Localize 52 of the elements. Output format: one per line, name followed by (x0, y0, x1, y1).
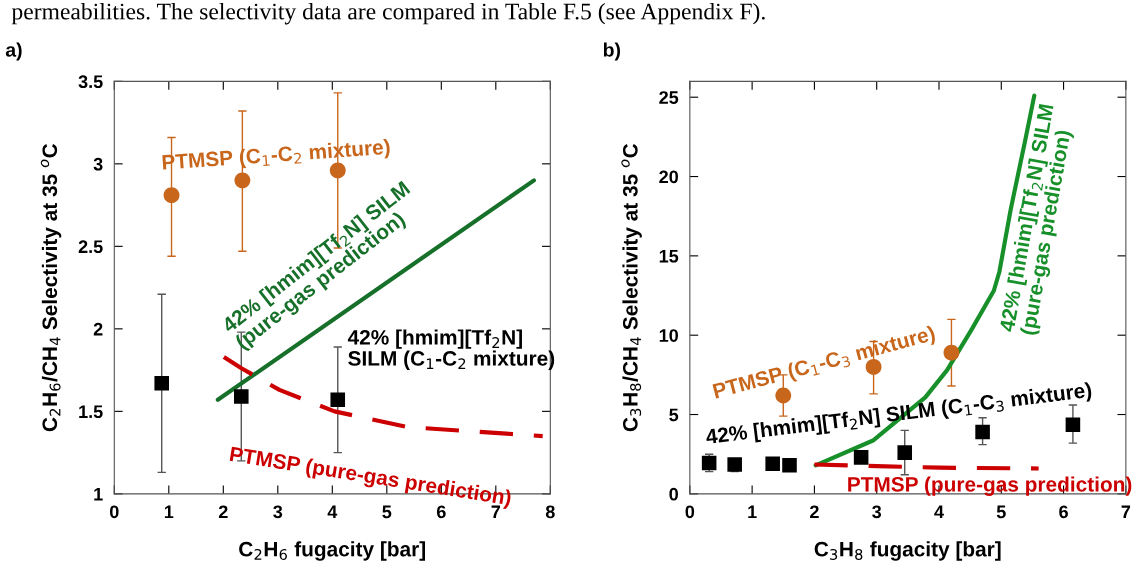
point (975, 424, 990, 440)
y-tick-label: 2 (93, 322, 103, 336)
text: C$_{2}$H$_{6}$/CH$_{4}$ Selectivity at 35 $^{o}$C (40, 143, 62, 432)
x-tick-label: 1 (748, 505, 757, 519)
point (782, 458, 797, 473)
point (897, 445, 913, 460)
point (163, 187, 180, 204)
series-label: PTMSP (pure-gas prediction) (848, 476, 1132, 496)
y-tick-label: 5 (669, 408, 679, 422)
y-tick-label: 0 (669, 487, 678, 501)
point (727, 457, 742, 472)
y-tick-label: 10 (659, 329, 678, 342)
x-tick-label: 3 (273, 505, 283, 519)
x-tick-label: 5 (996, 505, 1006, 519)
x-tick-label: 7 (1121, 505, 1131, 519)
x-tick-label: 3 (872, 505, 882, 519)
point (234, 172, 251, 189)
y-tick-label: 1.5 (79, 405, 103, 419)
x-tick-label: 5 (382, 505, 392, 519)
text: permeabilities. The selectivity data are compared in Table F.5 (see Appendix F). (11, 2, 765, 25)
point (234, 389, 249, 404)
x-tick-label: 0 (685, 505, 695, 519)
y-tick-label: 25 (659, 91, 679, 104)
y-tick-label: 2.5 (78, 240, 103, 254)
x-tick-label: 1 (164, 505, 174, 519)
x-tick-label: 4 (934, 505, 944, 519)
point (1065, 417, 1081, 433)
text: C$_{3}$H$_{8}$/CH$_{4}$ Selectivity at 35 $^{o}$C (621, 143, 642, 432)
point (943, 344, 960, 361)
y-tick-label: 1 (94, 487, 103, 501)
point (154, 376, 169, 391)
x-tick-label: 0 (109, 505, 119, 519)
text: 42% [hmim][Tf$_{2}$N] SILM (pure-gas prediction) (998, 103, 1075, 337)
point (865, 359, 882, 375)
x-tick-label: 2 (810, 505, 819, 519)
y-tick-label: 15 (659, 249, 679, 263)
point (329, 162, 346, 179)
y-tick-label: 20 (659, 170, 678, 184)
point (853, 450, 869, 465)
y-tick-label: 3 (93, 157, 103, 171)
x-tick-label: 6 (1059, 505, 1068, 519)
x-tick-label: 2 (218, 505, 228, 519)
y-tick-label: 3.5 (78, 75, 103, 89)
point (765, 456, 780, 471)
text: PTMSP (C$_{1}$-C$_{3}$ mixture) (712, 325, 937, 399)
chart-title: a) (5, 42, 22, 61)
x-axis-title: C$_{3}$H$_{8}$ fugacity [bar] (814, 541, 1001, 561)
x-tick-label: 8 (545, 505, 555, 519)
x-tick-label: 4 (327, 505, 338, 519)
point (330, 392, 346, 408)
x-axis-title: C$_{2}$H$_{6}$ fugacity [bar] (239, 541, 426, 561)
chart-title: b) (603, 42, 621, 61)
